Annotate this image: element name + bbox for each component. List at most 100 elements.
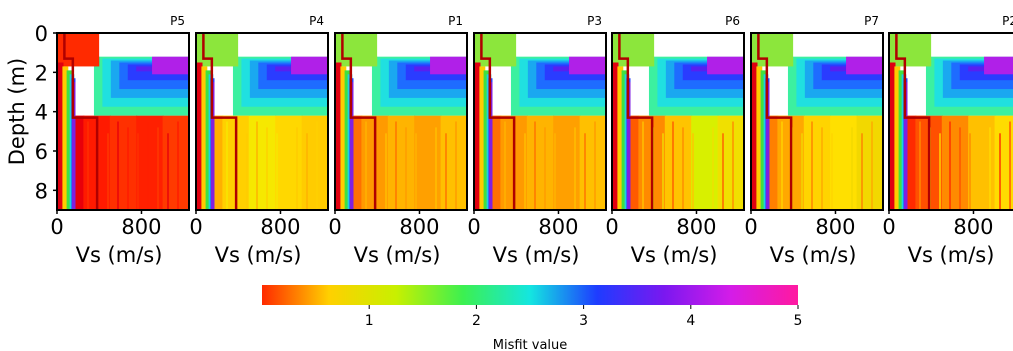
- low-velocity-strip: [340, 66, 347, 210]
- misfit-streak: [821, 127, 823, 210]
- low-velocity-strip: [889, 62, 896, 210]
- panel-p7: P7 0 800 Vs (m/s): [744, 14, 884, 267]
- misfit-streak: [682, 127, 684, 210]
- panel-frame: [611, 32, 745, 211]
- y-tick-label: 0: [35, 22, 48, 46]
- empty-region: [238, 33, 328, 57]
- misfit-streak: [871, 121, 873, 210]
- x-tick-label: 0: [50, 215, 63, 239]
- x-tick-label: 800: [676, 215, 716, 239]
- misfit-streak: [861, 133, 863, 210]
- misfit-streak: [365, 121, 367, 210]
- low-velocity-strip: [894, 66, 901, 210]
- misfit-high: [984, 56, 1013, 75]
- y-tick-label: 8: [35, 179, 48, 203]
- low-velocity-strip: [196, 62, 203, 210]
- panel-p2: P2 0 800 Vs (m/s): [882, 14, 1013, 267]
- misfit-band: [803, 115, 832, 210]
- low-velocity-strip: [483, 70, 489, 210]
- panel-label: P2: [1002, 14, 1013, 28]
- misfit-streak: [969, 133, 971, 210]
- panel-frame: [750, 32, 884, 211]
- misfit-streak: [504, 121, 506, 210]
- misfit-streak: [296, 127, 298, 210]
- misfit-streak: [177, 121, 179, 210]
- best-profile-line: [895, 33, 931, 210]
- misfit-streak: [979, 121, 981, 210]
- misfit-band: [301, 115, 328, 210]
- colorbar-label: Misfit value: [493, 338, 568, 351]
- misfit-streak: [405, 127, 407, 210]
- misfit-high: [152, 56, 189, 75]
- low-velocity-strip: [335, 62, 342, 210]
- misfit-streak: [127, 127, 129, 210]
- colorbar-tick-label: 2: [472, 313, 481, 329]
- low-velocity-strip: [621, 70, 627, 210]
- misfit-streak: [167, 133, 169, 210]
- misfit-streak: [712, 127, 714, 210]
- empty-region: [99, 33, 189, 57]
- misfit-streak: [831, 133, 833, 210]
- colorbar-tick-label: 1: [365, 313, 374, 329]
- best-profile-line: [341, 33, 377, 210]
- low-velocity-strip: [617, 66, 624, 210]
- misfit-streak: [147, 121, 149, 210]
- low-velocity-strip: [211, 82, 215, 210]
- misfit-band: [162, 115, 189, 210]
- misfit-band: [275, 115, 303, 210]
- misfit-streak: [642, 121, 644, 210]
- misfit-streak: [584, 133, 586, 210]
- misfit-streak: [316, 121, 318, 210]
- misfit-streak: [117, 121, 119, 210]
- x-tick-label: 800: [399, 215, 439, 239]
- panel-frame: [473, 32, 607, 211]
- x-axis-label: Vs (m/s): [908, 243, 995, 267]
- misfit-streak: [959, 127, 961, 210]
- misfit-streak: [662, 133, 664, 210]
- misfit-band: [856, 115, 883, 210]
- misfit-streak: [256, 121, 258, 210]
- misfit-streak: [226, 121, 228, 210]
- misfit-streak: [801, 133, 803, 210]
- low-velocity-strip: [205, 70, 211, 210]
- misfit-streak: [107, 133, 109, 210]
- misfit-streak: [781, 121, 783, 210]
- empty-region: [931, 33, 1013, 57]
- y-tick-label: 2: [35, 61, 48, 85]
- low-velocity-strip: [612, 62, 619, 210]
- misfit-streak: [415, 133, 417, 210]
- x-tick-label: 800: [815, 215, 855, 239]
- panel-p5: P5 0 800 Vs (m/s): [50, 14, 190, 267]
- misfit-streak: [544, 127, 546, 210]
- misfit-streak: [435, 127, 437, 210]
- low-velocity-strip: [489, 82, 493, 210]
- x-tick-label: 800: [538, 215, 578, 239]
- y-axis-label: Depth (m): [5, 58, 29, 165]
- empty-region: [793, 33, 883, 57]
- misfit-band: [136, 115, 164, 210]
- low-velocity-strip: [57, 62, 64, 210]
- misfit-streak: [989, 127, 991, 210]
- misfit-streak: [534, 121, 536, 210]
- misfit-band: [941, 115, 970, 210]
- low-velocity-strip: [62, 66, 69, 210]
- misfit-high: [430, 56, 467, 75]
- x-tick-label: 0: [328, 215, 341, 239]
- misfit-band: [414, 115, 442, 210]
- panel-label: P1: [448, 14, 463, 28]
- misfit-band: [830, 115, 858, 210]
- misfit-streak: [672, 121, 674, 210]
- misfit-high: [569, 56, 606, 75]
- misfit-band: [664, 115, 693, 210]
- misfit-streak: [246, 133, 248, 210]
- low-velocity-strip: [72, 82, 76, 210]
- low-velocity-strip: [474, 62, 481, 210]
- misfit-band: [387, 115, 416, 210]
- panel-frame: [195, 32, 329, 211]
- panel-p4: P4 0 800 Vs (m/s): [189, 14, 329, 267]
- low-velocity-strip: [627, 82, 631, 210]
- x-tick-label: 0: [744, 215, 757, 239]
- best-profile-line: [618, 33, 654, 210]
- misfit-streak: [722, 133, 724, 210]
- misfit-streak: [841, 121, 843, 210]
